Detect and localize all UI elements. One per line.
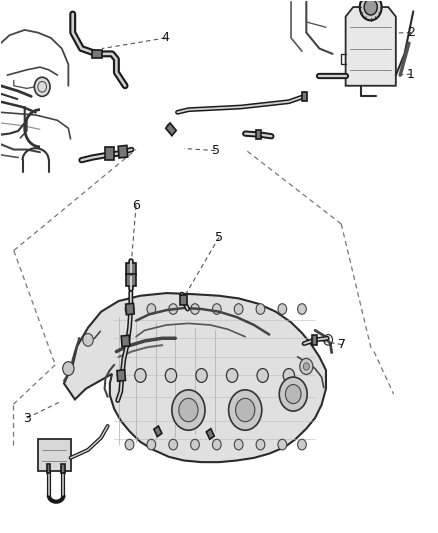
Circle shape xyxy=(191,304,199,314)
Bar xyxy=(256,130,261,140)
Circle shape xyxy=(179,398,198,422)
Circle shape xyxy=(196,368,207,382)
Polygon shape xyxy=(64,293,326,462)
Circle shape xyxy=(303,363,309,370)
Circle shape xyxy=(166,124,172,131)
Circle shape xyxy=(360,0,381,20)
Bar xyxy=(126,263,136,275)
Bar xyxy=(206,429,214,439)
Circle shape xyxy=(257,368,268,382)
Circle shape xyxy=(234,304,243,314)
Circle shape xyxy=(364,0,377,15)
Circle shape xyxy=(125,304,134,314)
Circle shape xyxy=(125,439,134,450)
Circle shape xyxy=(135,368,146,382)
Circle shape xyxy=(300,359,313,374)
Circle shape xyxy=(83,334,93,346)
Circle shape xyxy=(256,304,265,314)
Bar xyxy=(118,146,128,158)
Circle shape xyxy=(191,439,199,450)
Circle shape xyxy=(169,304,177,314)
Text: 6: 6 xyxy=(132,199,140,212)
Circle shape xyxy=(297,304,306,314)
Circle shape xyxy=(234,439,243,450)
Text: 3: 3 xyxy=(23,411,31,424)
Circle shape xyxy=(229,390,262,430)
Bar xyxy=(311,335,317,345)
Bar xyxy=(180,295,187,305)
Circle shape xyxy=(212,304,221,314)
Circle shape xyxy=(226,368,238,382)
Text: 5: 5 xyxy=(215,231,223,244)
Circle shape xyxy=(147,304,155,314)
Circle shape xyxy=(278,439,287,450)
Bar xyxy=(47,464,50,473)
Text: 7: 7 xyxy=(338,338,346,351)
Bar xyxy=(126,274,136,286)
Bar xyxy=(126,303,134,315)
Text: 2: 2 xyxy=(407,26,415,39)
Bar xyxy=(166,123,176,136)
Circle shape xyxy=(147,439,155,450)
Circle shape xyxy=(63,362,74,375)
Bar xyxy=(121,335,130,346)
Circle shape xyxy=(169,439,177,450)
Bar xyxy=(38,439,71,471)
Polygon shape xyxy=(346,7,396,86)
Circle shape xyxy=(278,304,287,314)
Bar xyxy=(61,464,65,473)
Bar xyxy=(106,148,114,160)
Text: 1: 1 xyxy=(407,68,415,80)
Circle shape xyxy=(236,398,255,422)
Bar xyxy=(301,92,307,101)
Bar xyxy=(92,50,102,58)
Circle shape xyxy=(34,77,50,96)
Text: 5: 5 xyxy=(212,144,219,157)
Circle shape xyxy=(165,368,177,382)
Text: 4: 4 xyxy=(162,31,170,44)
Circle shape xyxy=(297,439,306,450)
Circle shape xyxy=(279,377,307,411)
Circle shape xyxy=(256,439,265,450)
Bar xyxy=(154,426,162,437)
Circle shape xyxy=(286,384,301,403)
Circle shape xyxy=(212,439,221,450)
Circle shape xyxy=(283,368,294,382)
Circle shape xyxy=(172,390,205,430)
Bar xyxy=(117,370,126,381)
